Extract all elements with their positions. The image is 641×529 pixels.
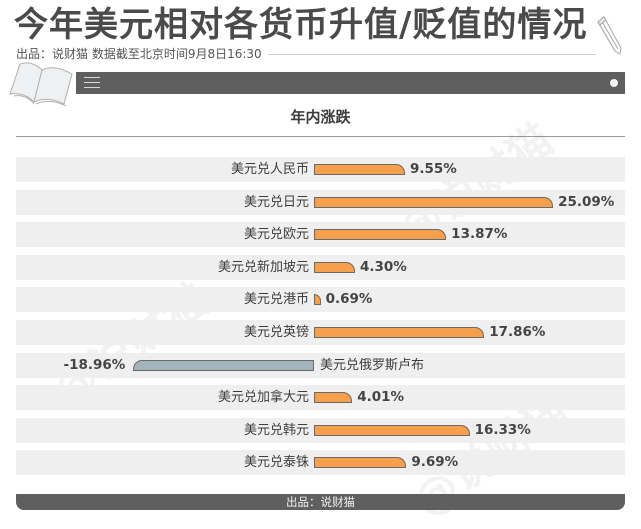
value-label: 4.30%: [359, 258, 407, 275]
value-label: 17.86%: [489, 323, 546, 340]
subtitle-row: 出品：说财猫 数据截至北京时间9月8日16:30: [16, 46, 596, 62]
positive-bar: [314, 424, 470, 436]
chart-row: 美元兑泰铢 9.69%: [16, 450, 625, 476]
chart-row: 美元兑人民币 9.55%: [16, 157, 625, 182]
subtitle-divider: [267, 53, 596, 55]
hamburger-menu-icon[interactable]: [84, 77, 100, 89]
positive-bar: [314, 196, 554, 208]
category-label: 美元兑日元: [243, 194, 309, 210]
category-label: 美元兑人民币: [230, 162, 309, 177]
chart-title-divider: [16, 136, 625, 137]
category-label: 美元兑泰铢: [243, 455, 309, 471]
category-label: 美元兑欧元: [243, 227, 309, 243]
book-icon: [9, 62, 73, 106]
value-label: 9.55%: [410, 161, 457, 177]
positive-bar: [314, 326, 485, 338]
footer-bar: 出品：说财猫: [16, 494, 625, 510]
category-label: 美元兑加拿大元: [217, 390, 309, 406]
category-label: 美元兑俄罗斯卢布: [320, 357, 425, 373]
page-title: 今年美元相对各货币升值/贬值的情况: [14, 5, 588, 45]
chart-row: 美元兑加拿大元 4.01%: [16, 385, 625, 411]
value-label: -18.96%: [63, 356, 126, 373]
chart-row: 美元兑英镑 17.86%: [16, 319, 625, 345]
dot-icon: [610, 79, 618, 87]
positive-bar: [314, 261, 355, 273]
value-label: 13.87%: [451, 226, 508, 243]
positive-bar: [314, 392, 353, 404]
category-label: 美元兑港币: [243, 292, 309, 308]
chart-row: 美元兑韩元 16.33%: [16, 417, 625, 443]
chart-title: 年内涨跌: [290, 108, 351, 126]
chart-row: 美元兑日元 25.09%: [16, 189, 625, 215]
category-label: 美元兑新加坡元: [217, 259, 309, 275]
value-label: 9.69%: [411, 454, 459, 471]
bar-chart-rows: 美元兑人民币 9.55% 美元兑日元 25.09% 美元兑欧元 13.87% 美元兑新加坡元…: [16, 157, 625, 483]
chart-row: 美元兑新加坡元 4.30%: [16, 254, 625, 280]
category-label: 美元兑韩元: [243, 422, 309, 438]
positive-bar: [314, 229, 447, 241]
negative-bar: [133, 359, 314, 371]
category-label: 美元兑英镑: [243, 324, 309, 340]
value-label: 16.33%: [474, 421, 531, 438]
value-label: 0.69%: [325, 291, 373, 308]
value-label: 25.09%: [558, 193, 615, 210]
value-label: 4.01%: [357, 389, 405, 406]
chart-row: 美元兑俄罗斯卢布 -18.96%: [16, 352, 625, 378]
chart-row: 美元兑港币 0.69%: [16, 287, 625, 313]
positive-bar: [314, 457, 407, 469]
chart-header-bar: [76, 72, 625, 94]
positive-bar: [314, 294, 321, 306]
subtitle: 出品：说财猫 数据截至北京时间9月8日16:30: [16, 47, 262, 61]
pencil-icon: [597, 16, 622, 55]
positive-bar: [314, 164, 405, 175]
chart-row: 美元兑欧元 13.87%: [16, 222, 625, 248]
